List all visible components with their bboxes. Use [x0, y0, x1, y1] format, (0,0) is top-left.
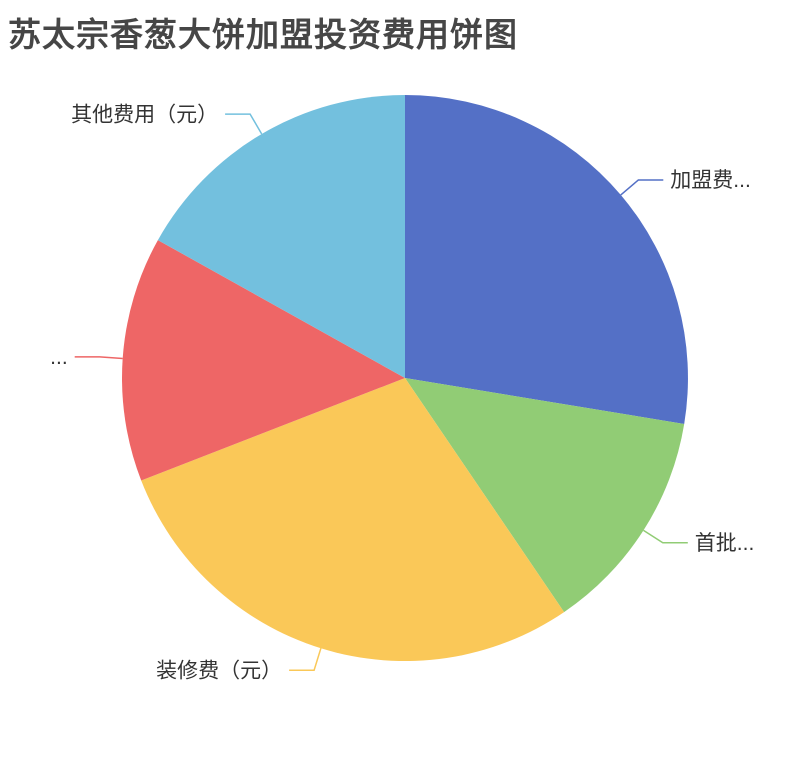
slice-label-4: ...: [50, 346, 68, 369]
slice-label-1: 加盟费...: [670, 169, 751, 192]
label-leader-line-2: [643, 529, 688, 544]
label-leader-line-3: [289, 647, 322, 671]
pie-slice-3[interactable]: [141, 378, 565, 662]
slice-label-3: 装修费（元）: [156, 659, 282, 682]
label-leader-line-1: [620, 179, 664, 196]
label-leader-line-5: [225, 113, 263, 135]
chart-title: 苏太宗香葱大饼加盟投资费用饼图: [8, 16, 518, 53]
pie-slice-5[interactable]: [157, 95, 405, 378]
slice-label-5: 其他费用（元）: [71, 103, 218, 126]
label-leader-line-4: [74, 356, 123, 360]
slice-label-2: 首批...: [695, 532, 755, 555]
pie-slice-1[interactable]: [405, 95, 688, 424]
pie-slice-2[interactable]: [405, 378, 685, 613]
pie-slice-4[interactable]: [122, 240, 405, 481]
